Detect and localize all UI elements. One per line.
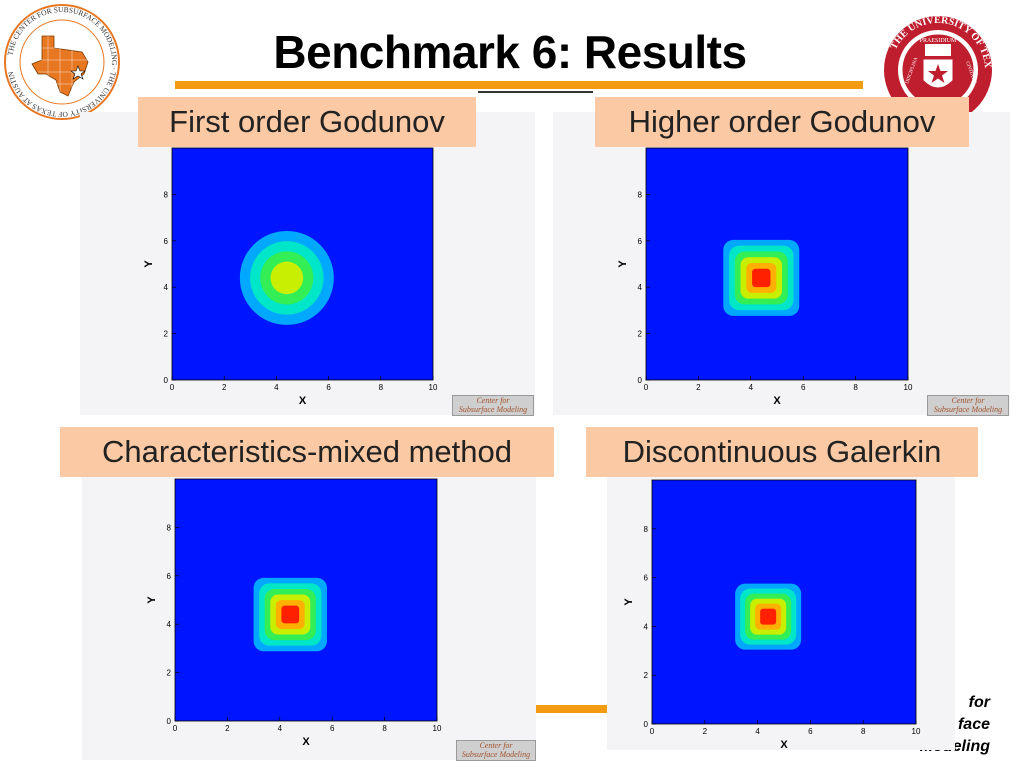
concentration-blob [239, 230, 334, 325]
y-axis-label: Y [146, 596, 158, 604]
watermark-line: Subsurface Modeling [458, 405, 528, 414]
x-tick-label: 6 [808, 727, 813, 736]
bottom-accent-rule [535, 705, 610, 713]
x-tick-label: 10 [429, 383, 438, 392]
plot-characteristics-mixed: 0 2 4 6 8 10 0 2 4 6 8 X Y [146, 478, 442, 748]
csm-logo: THE CENTER FOR SUBSURFACE MODELING · THE… [2, 2, 122, 122]
y-tick-label: 4 [638, 283, 643, 292]
ut-seal-logo: THE UNIVERSITY OF TEXAS PRAESIDIUM DISCI… [878, 6, 994, 126]
watermark-line: Center for [951, 396, 985, 405]
x-tick-label: 6 [330, 724, 335, 733]
x-tick-label: 10 [433, 724, 442, 733]
plot-higher-order-godunov: 0 2 4 6 8 10 0 2 4 6 8 X Y [617, 147, 913, 407]
y-tick-label: 0 [638, 376, 643, 385]
title-underline-thin [478, 91, 593, 93]
y-tick-label: 6 [164, 237, 169, 246]
panel-label-first-order: First order Godunov [138, 97, 476, 147]
y-tick-label: 2 [638, 330, 643, 339]
y-tick-label: 0 [167, 717, 172, 726]
watermark-center-subsurface: Center for Subsurface Modeling [927, 395, 1009, 416]
x-axis-label: X [302, 736, 310, 748]
x-tick-label: 8 [382, 724, 387, 733]
y-axis-label: Y [617, 260, 629, 268]
x-tick-label: 4 [274, 383, 279, 392]
watermark-line: Subsurface Modeling [933, 405, 1003, 414]
x-tick-label: 6 [801, 383, 806, 392]
x-tick-label: 0 [170, 383, 175, 392]
concentration-blob [253, 577, 327, 652]
contour-level [270, 261, 304, 295]
contour-level [281, 605, 300, 624]
panel-label-discontinuous-galerkin: Discontinuous Galerkin [586, 427, 978, 477]
watermark-line: Center for [479, 741, 513, 750]
panel-label-higher-order: Higher order Godunov [595, 97, 969, 147]
x-tick-label: 4 [749, 383, 754, 392]
axis-frame [645, 147, 909, 381]
concentration-blob [723, 239, 800, 316]
y-tick-label: 6 [167, 572, 172, 581]
x-tick-label: 10 [912, 727, 921, 736]
x-tick-label: 0 [650, 727, 655, 736]
y-tick-label: 6 [638, 237, 643, 246]
y-tick-label: 8 [638, 190, 643, 199]
x-axis-label: X [299, 395, 307, 407]
watermark-center-subsurface: Center for Subsurface Modeling [456, 740, 536, 761]
x-tick-label: 2 [696, 383, 701, 392]
x-tick-label: 8 [853, 383, 858, 392]
x-tick-label: 4 [278, 724, 283, 733]
x-axis-label: X [780, 739, 788, 751]
watermark-line: Subsurface Modeling [461, 750, 531, 759]
axis-frame [171, 147, 434, 381]
corner-text-line: face [957, 716, 990, 733]
axis-frame [651, 479, 917, 725]
y-axis-label: Y [143, 260, 155, 268]
contour-level [752, 268, 771, 288]
x-tick-label: 0 [173, 724, 178, 733]
corner-text-line: for [968, 694, 990, 711]
contour-level [760, 608, 777, 625]
panel-label-characteristics-mixed: Characteristics-mixed method [60, 427, 554, 477]
x-axis-label: X [773, 395, 781, 407]
y-tick-label: 8 [644, 525, 649, 534]
watermark-line: Center for [476, 396, 510, 405]
y-axis-label: Y [623, 598, 635, 606]
title-underline [175, 81, 863, 89]
y-tick-label: 8 [164, 190, 169, 199]
plot-first-order-godunov: 0 2 4 6 8 10 0 2 4 6 8 X Y [143, 147, 438, 407]
y-tick-label: 2 [644, 671, 649, 680]
x-tick-label: 4 [755, 727, 760, 736]
watermark-center-subsurface: Center for Subsurface Modeling [452, 395, 534, 416]
x-tick-label: 0 [644, 383, 649, 392]
axis-frame [174, 478, 438, 722]
y-tick-label: 4 [644, 622, 649, 631]
x-tick-label: 2 [225, 724, 230, 733]
x-tick-label: 6 [326, 383, 331, 392]
x-tick-label: 2 [703, 727, 708, 736]
ut-seal-motto: PRAESIDIUM [920, 38, 957, 44]
x-tick-label: 8 [861, 727, 866, 736]
y-tick-label: 2 [167, 669, 172, 678]
y-tick-label: 8 [167, 523, 172, 532]
x-tick-label: 2 [222, 383, 227, 392]
y-tick-label: 6 [644, 574, 649, 583]
plot-discontinuous-galerkin: 0 2 4 6 8 10 0 2 4 6 8 X Y [623, 479, 921, 751]
x-tick-label: 10 [904, 383, 913, 392]
concentration-blob [735, 583, 802, 650]
slide-title: Benchmark 6: Results [273, 26, 747, 78]
x-tick-label: 8 [379, 383, 384, 392]
y-tick-label: 0 [164, 376, 169, 385]
y-tick-label: 0 [644, 720, 649, 729]
y-tick-label: 4 [167, 620, 172, 629]
y-tick-label: 2 [164, 330, 169, 339]
y-tick-label: 4 [164, 283, 169, 292]
